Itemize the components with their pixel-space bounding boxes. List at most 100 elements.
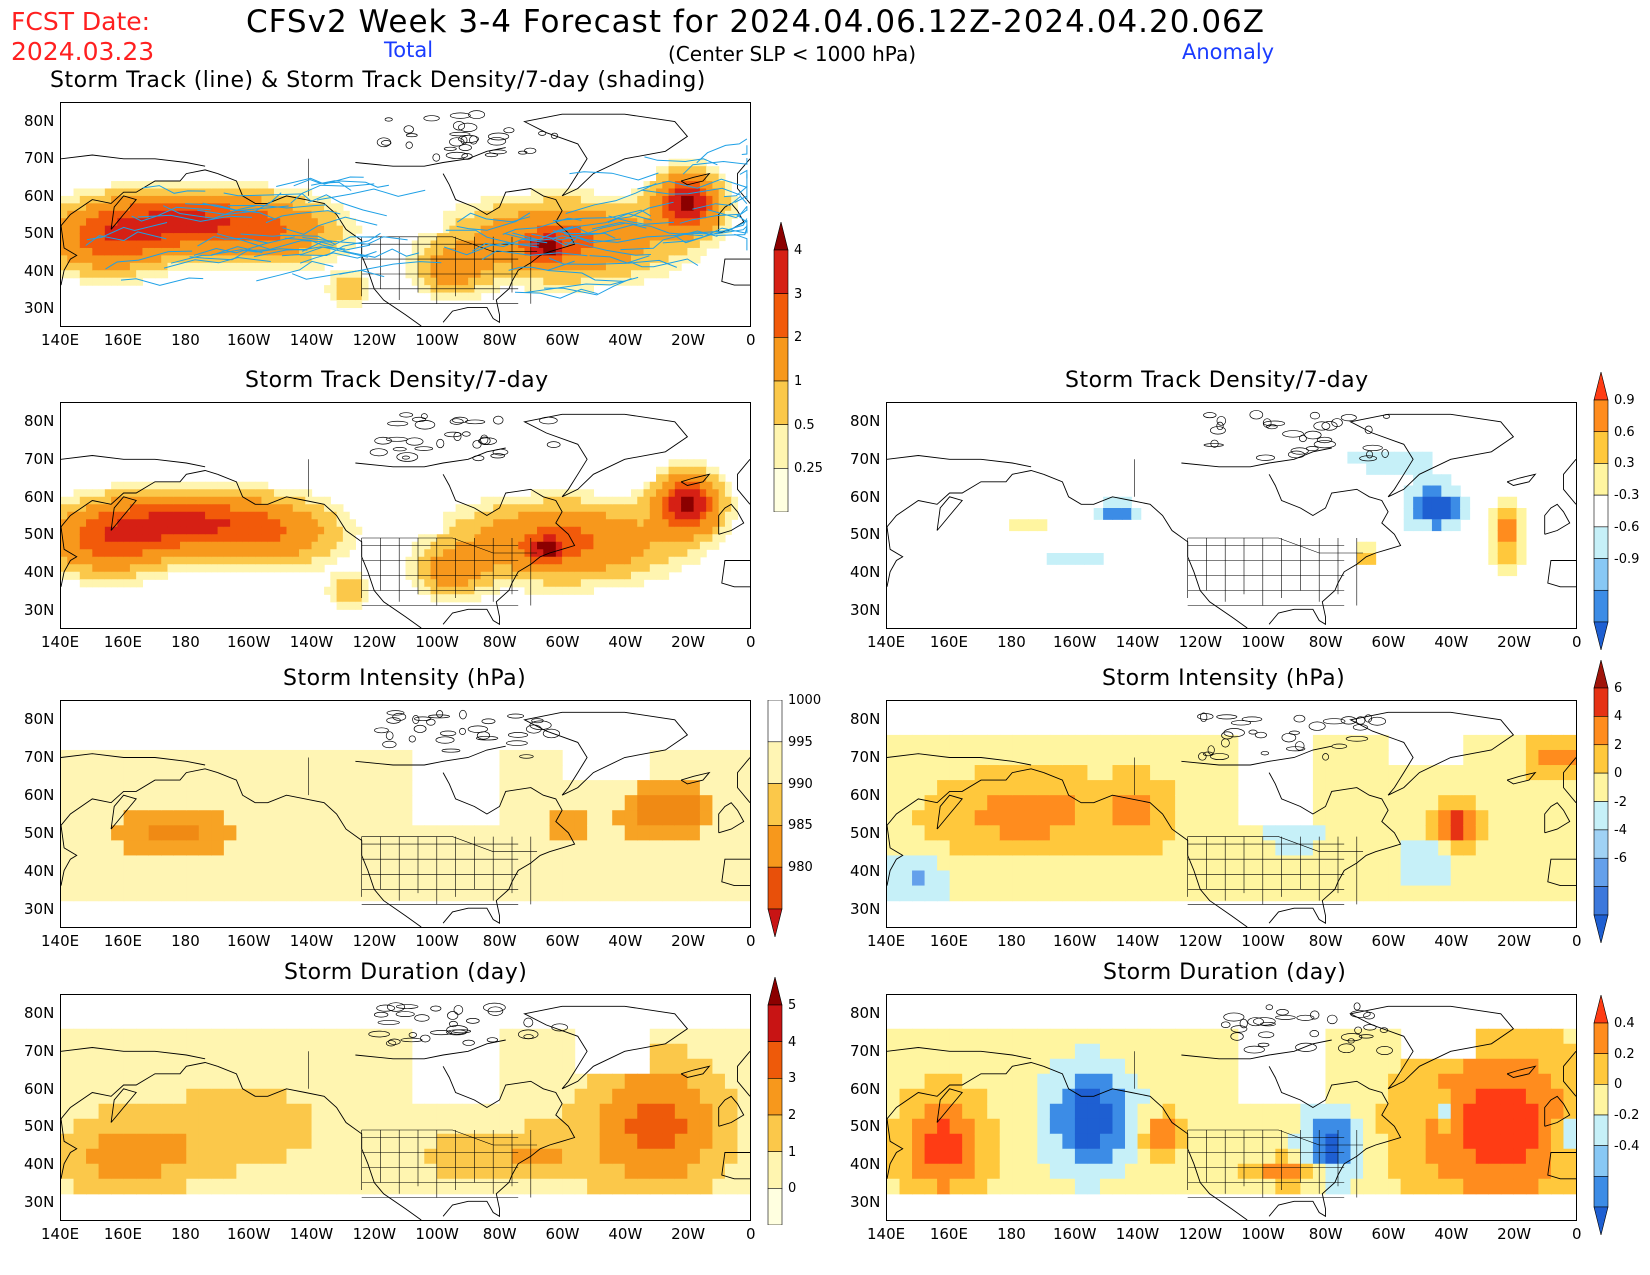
- lon-tick-label: 180: [171, 1225, 200, 1243]
- storm-track-map: [60, 102, 751, 327]
- lon-tick-label: 160E: [103, 633, 142, 651]
- political-borders: [308, 1002, 568, 1198]
- lon-tick-label: 140E: [867, 1225, 906, 1243]
- colorbar-label: 990: [788, 776, 813, 792]
- intensity-anomaly-map: [886, 700, 1577, 928]
- intensity-total-map: [60, 700, 751, 928]
- lon-tick-label: 20W: [1497, 1225, 1532, 1243]
- colorbar-label: 985: [788, 818, 813, 834]
- colorbar-label: -0.6: [1614, 519, 1640, 535]
- lon-tick-label: 180: [997, 1225, 1026, 1243]
- lon-tick-label: 60W: [545, 633, 580, 651]
- criterion-label: (Center SLP < 1000 hPa): [668, 42, 916, 66]
- lon-tick-label: 120W: [1178, 932, 1223, 950]
- lat-tick-label: 70N: [24, 449, 55, 468]
- lat-tick-label: 50N: [24, 525, 55, 544]
- lat-tick-label: 70N: [24, 1041, 55, 1060]
- colorbar-label: 0.6: [1614, 424, 1635, 440]
- colorbar-density-anomaly: [1593, 372, 1609, 650]
- lon-tick-label: 0: [746, 331, 756, 349]
- colorbar-label: 1000: [788, 693, 822, 708]
- political-borders: [1134, 1002, 1393, 1198]
- lon-tick-label: 20W: [671, 331, 706, 349]
- colorbar-label: 0.9: [1614, 393, 1635, 408]
- colorbar-duration-anomaly: [1593, 995, 1609, 1235]
- lon-tick-label: 180: [171, 331, 200, 349]
- lat-tick-label: 80N: [24, 111, 55, 130]
- lon-tick-label: 20W: [1497, 633, 1532, 651]
- colorbar-label: 980: [788, 860, 813, 876]
- lon-tick-label: 140W: [289, 932, 334, 950]
- colorbar-label: 1: [794, 374, 803, 389]
- colorbar-label: 0.5: [794, 417, 815, 433]
- lat-tick-label: 30N: [24, 601, 55, 620]
- lat-tick-label: 40N: [850, 563, 881, 582]
- lon-tick-label: 20W: [671, 932, 706, 950]
- lat-tick-label: 30N: [850, 900, 881, 918]
- lon-tick-label: 60W: [545, 932, 580, 950]
- lat-tick-label: 80N: [24, 411, 55, 430]
- lat-tick-label: 80N: [24, 710, 55, 728]
- lon-tick-label: 40W: [1434, 1225, 1469, 1243]
- lon-tick-label: 60W: [545, 1225, 580, 1243]
- field-shading: [887, 1002, 1576, 1220]
- colorbar-label: -0.4: [1614, 1138, 1640, 1154]
- lon-tick-label: 160E: [929, 932, 968, 950]
- lon-tick-label: 140W: [1115, 633, 1160, 651]
- lon-tick-label: 80W: [482, 331, 517, 349]
- colorbar-label: -6: [1614, 851, 1627, 867]
- lon-tick-label: 160E: [929, 1225, 968, 1243]
- fcst-label: FCST Date:: [11, 7, 151, 36]
- colorbar-label: 4: [788, 1034, 797, 1050]
- lon-tick-label: 100W: [415, 1225, 459, 1243]
- lat-tick-label: 40N: [24, 563, 55, 582]
- colorbar-density-total: [773, 222, 789, 512]
- anomaly-label: Anomaly: [1182, 40, 1275, 64]
- field-shading: [61, 110, 750, 326]
- lon-tick-label: 160W: [226, 331, 271, 349]
- lon-tick-label: 160W: [226, 932, 271, 950]
- total-label: Total: [384, 38, 434, 62]
- lon-tick-label: 160E: [103, 331, 142, 349]
- lat-tick-label: 60N: [850, 786, 881, 804]
- panel-title-intensity-anom: Storm Intensity (hPa): [1102, 666, 1346, 691]
- lat-tick-label: 30N: [24, 1193, 55, 1212]
- lat-tick-label: 80N: [850, 1003, 881, 1022]
- lon-tick-label: 0: [746, 633, 756, 651]
- lat-tick-label: 40N: [24, 261, 55, 280]
- colorbar-label: 4: [794, 243, 803, 258]
- lon-tick-label: 180: [171, 633, 200, 651]
- colorbar-label: 2: [788, 1108, 797, 1123]
- lon-tick-label: 0: [1572, 633, 1582, 651]
- panel-title-duration-anom: Storm Duration (day): [1103, 960, 1347, 985]
- lon-tick-label: 80W: [482, 932, 517, 950]
- density-total-map: [60, 402, 751, 629]
- coastlines: [61, 711, 750, 927]
- lon-tick-label: 100W: [415, 932, 459, 950]
- lon-tick-label: 40W: [608, 331, 643, 349]
- lon-tick-label: 60W: [1371, 633, 1406, 651]
- lon-tick-label: 100W: [415, 633, 459, 651]
- lon-tick-label: 20W: [1497, 932, 1532, 950]
- colorbar-label: -0.9: [1614, 551, 1640, 567]
- lon-tick-label: 0: [1572, 1225, 1582, 1243]
- lon-tick-label: 140W: [1115, 932, 1160, 950]
- lon-tick-label: 120W: [352, 331, 397, 349]
- lon-tick-label: 140W: [289, 633, 334, 651]
- colorbar-label: 6: [1614, 681, 1623, 696]
- duration-total-map: [60, 994, 751, 1221]
- lon-tick-label: 140W: [289, 1225, 334, 1243]
- lon-tick-label: 120W: [1178, 633, 1223, 651]
- panel-title-track: Storm Track (line) & Storm Track Density…: [50, 68, 706, 93]
- lon-tick-label: 100W: [415, 331, 459, 349]
- lat-tick-label: 60N: [850, 487, 881, 506]
- lon-tick-label: 40W: [608, 1225, 643, 1243]
- panel-title-density-anom: Storm Track Density/7-day: [1065, 368, 1369, 393]
- lon-tick-label: 40W: [608, 932, 643, 950]
- political-borders: [308, 110, 559, 304]
- lon-tick-label: 20W: [671, 633, 706, 651]
- colorbar-label: 2: [794, 330, 803, 346]
- lon-tick-label: 120W: [352, 932, 397, 950]
- colorbar-label: 0: [1614, 1077, 1623, 1093]
- lon-tick-label: 0: [1572, 932, 1582, 950]
